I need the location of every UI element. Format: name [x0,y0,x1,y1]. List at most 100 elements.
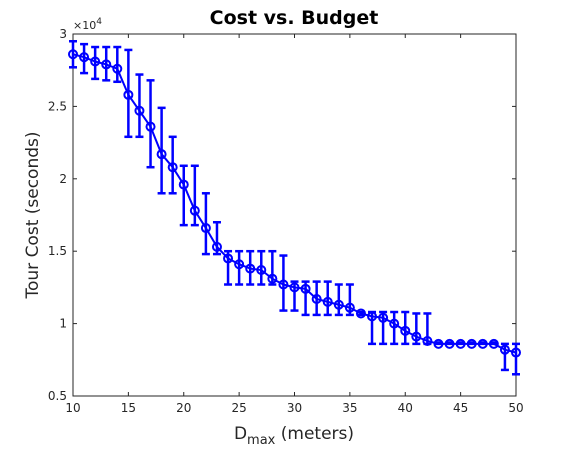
data-point [234,259,245,270]
error-bar [334,283,343,317]
data-point [433,338,444,349]
x-tick-label: 15 [121,401,136,415]
error-bar [290,280,299,312]
data-point [477,338,488,349]
data-point [101,59,112,70]
x-tick-label: 10 [65,401,80,415]
data-point [378,312,389,323]
data-point [267,273,278,284]
data-point [300,283,311,294]
error-bar [168,135,177,195]
error-bar [434,341,443,346]
x-tick-label: 35 [342,401,357,415]
error-bar [69,39,77,69]
data-point [367,311,378,322]
error-bar [246,249,255,286]
tick-group: 10 15 20 25 30 35 40 45 50 0.5 1 1.5 2 2.5 3 [48,27,524,415]
error-bar [102,45,111,82]
y-axis-label: Tour Cost (seconds) [23,131,43,299]
data-point [455,338,466,349]
data-point [344,302,355,313]
error-bar [146,79,155,169]
x-tick-label: 40 [398,401,413,415]
data-point [444,338,455,349]
x-tick-label: 30 [287,401,302,415]
error-bar [279,254,288,312]
error-bar [345,283,354,317]
error-bar [212,220,221,256]
error-bar [467,341,476,346]
data-point [511,347,521,358]
data-point [178,179,189,190]
x-axis-label-sub: max [247,433,276,448]
data-point [322,296,333,307]
data-point [256,265,267,276]
y-exponent-label: ×104 [73,17,102,32]
data-point [311,293,322,304]
data-point [134,105,145,116]
data-point [167,162,178,173]
x-axis-label-rest: (meters) [275,424,354,444]
data-point [68,49,78,60]
data-point [466,338,477,349]
chart-title: Cost vs. Budget [210,7,379,29]
data-point [211,241,222,252]
data-point [223,253,234,264]
data-point [278,279,289,290]
data-point [156,149,167,160]
error-bar [456,341,465,346]
data-point [499,344,510,355]
y-tick-label: 2 [59,172,67,186]
error-bar [356,310,365,317]
x-axis-label: Dmax (meters) [234,424,354,448]
data-point [355,308,366,319]
error-bar [478,341,487,346]
y-tick-label: 0.5 [48,389,67,403]
error-bar [412,312,421,346]
error-bar [135,73,144,139]
error-bar [312,280,321,317]
data-point [123,89,134,100]
data-point [389,318,400,329]
error-bar [489,341,498,346]
series-0 [68,39,521,376]
error-bar [500,342,509,372]
error-bar [301,280,310,317]
data-point [400,325,411,336]
data-point [488,338,499,349]
data-point [245,263,256,274]
data-point [289,282,300,293]
error-bar [379,310,388,346]
y-exponent-power: 4 [96,17,102,27]
error-bar [268,249,277,286]
data-point [200,223,211,234]
x-axis-label-main: D [234,424,247,444]
y-tick-label: 2.5 [48,99,67,113]
data-point [145,121,156,132]
error-bar [224,249,233,286]
data-point [112,63,123,74]
y-tick-label: 3 [59,27,67,41]
y-tick-label: 1 [59,317,67,331]
x-tick-label: 25 [231,401,246,415]
data-point [411,331,422,342]
data-point [189,205,200,216]
error-bar [445,341,454,346]
x-tick-label: 20 [176,401,191,415]
data-point [90,56,101,67]
y-tick-label: 1.5 [48,244,67,258]
series-layer [68,39,521,376]
x-tick-label: 45 [453,401,468,415]
error-bar [179,164,188,227]
error-bar [80,42,89,75]
error-bar [257,249,266,286]
y-exponent-base: ×10 [73,19,96,32]
data-point [333,299,344,310]
error-bar [124,48,133,139]
error-bar [401,310,410,346]
error-bar [91,45,100,81]
data-point [422,335,433,346]
x-tick-label: 50 [508,401,523,415]
data-point [79,52,90,63]
